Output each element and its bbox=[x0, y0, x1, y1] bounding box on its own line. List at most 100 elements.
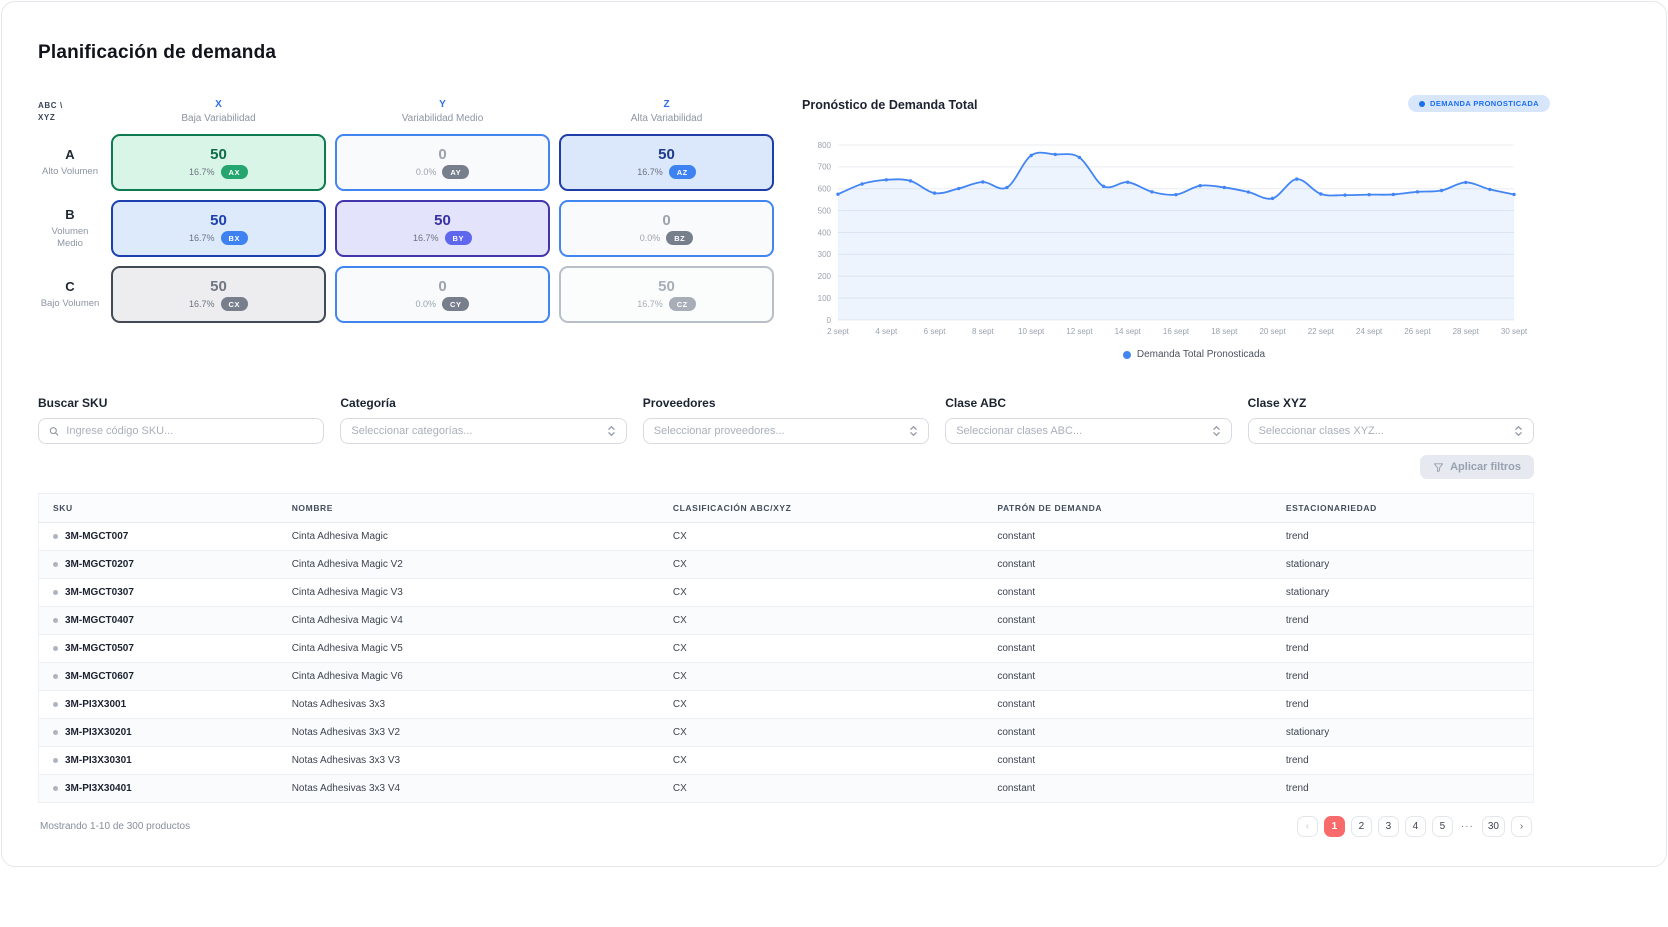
svg-text:700: 700 bbox=[818, 163, 832, 172]
cell-percent: 0.0% bbox=[415, 299, 437, 309]
search-icon bbox=[49, 426, 59, 436]
proveedores-select[interactable]: Seleccionar proveedores... bbox=[642, 418, 930, 444]
svg-text:14 sept: 14 sept bbox=[1115, 327, 1142, 336]
table-row[interactable]: 3M-MGCT007 Cinta Adhesiva Magic CX constan… bbox=[38, 522, 1534, 551]
matrix-cell-cx[interactable]: 50 16.7% CX bbox=[111, 266, 326, 323]
abc-xyz-matrix: ABC \ XYZ X Baja Variabilidad Y Variabil… bbox=[38, 98, 774, 360]
table-row[interactable]: 3M-MGCT0407 Cinta Adhesiva Magic V4 CX con… bbox=[38, 606, 1534, 635]
forecast-legend-badge[interactable]: DEMANDA PRONOSTICADA bbox=[1408, 95, 1550, 112]
filter-label: Clase XYZ bbox=[1247, 396, 1307, 410]
svg-text:10 sept: 10 sept bbox=[1018, 327, 1045, 336]
page-button-30[interactable]: 30 bbox=[1481, 816, 1505, 837]
filter-label: Proveedores bbox=[642, 396, 716, 410]
matrix-row-header-a: A Alto Volumen bbox=[42, 146, 98, 177]
cell-code-badge: BY bbox=[444, 231, 472, 245]
apply-filters-button[interactable]: Aplicar filtros bbox=[1420, 455, 1534, 479]
table-row[interactable]: 3M-MGCT0307 Cinta Adhesiva Magic V3 CX con… bbox=[38, 578, 1534, 607]
cell-code-badge: CY bbox=[442, 297, 470, 311]
clase-xyz-select[interactable]: Seleccionar clases XYZ... bbox=[1247, 418, 1534, 444]
table-row[interactable]: 3M-MGCT0507 Cinta Adhesiva Magic V5 CX con… bbox=[38, 634, 1534, 663]
page-button-3[interactable]: 3 bbox=[1377, 816, 1399, 837]
cell-count: 50 bbox=[434, 212, 451, 229]
cell-count: 50 bbox=[210, 212, 227, 229]
svg-text:200: 200 bbox=[818, 272, 832, 281]
cell-count: 0 bbox=[438, 278, 447, 295]
cell-percent: 16.7% bbox=[637, 167, 663, 177]
chart-title: Pronóstico de Demanda Total bbox=[802, 98, 978, 112]
svg-text:16 sept: 16 sept bbox=[1163, 327, 1190, 336]
col-header-sku: SKU bbox=[38, 493, 278, 523]
chevron-up-down-icon bbox=[910, 425, 917, 437]
page-button-2[interactable]: 2 bbox=[1350, 816, 1372, 837]
row-status-dot bbox=[53, 534, 58, 539]
table-row[interactable]: 3M-MGCT0207 Cinta Adhesiva Magic V2 CX con… bbox=[38, 550, 1534, 579]
page-button-5[interactable]: 5 bbox=[1431, 816, 1453, 837]
matrix-cell-cz[interactable]: 50 16.7% CZ bbox=[559, 266, 774, 323]
prev-page-button[interactable]: ‹ bbox=[1296, 816, 1318, 837]
filter-clase-abc: Clase ABC Seleccionar clases ABC... bbox=[945, 396, 1232, 444]
cell-percent: 16.7% bbox=[189, 233, 215, 243]
table-row[interactable]: 3M-PI3X30401 Notas Adhesivas 3x3 V4 CX con… bbox=[38, 774, 1534, 803]
page-button-4[interactable]: 4 bbox=[1404, 816, 1426, 837]
legend-dot-icon bbox=[1419, 100, 1426, 107]
filter-funnel-icon bbox=[1434, 462, 1444, 472]
row-status-dot bbox=[53, 590, 58, 595]
svg-text:400: 400 bbox=[818, 228, 832, 237]
svg-text:2 sept: 2 sept bbox=[827, 327, 850, 336]
page-button-1[interactable]: 1 bbox=[1323, 816, 1345, 837]
clase-abc-select[interactable]: Seleccionar clases ABC... bbox=[945, 418, 1232, 444]
svg-text:100: 100 bbox=[818, 294, 832, 303]
products-table: SKU NOMBRE CLASIFICACIÓN ABC/XYZ PATRÓN … bbox=[38, 493, 1534, 803]
svg-text:0: 0 bbox=[827, 316, 832, 325]
matrix-cell-bx[interactable]: 50 16.7% BX bbox=[111, 200, 326, 257]
table-row[interactable]: 3M-MGCT0607 Cinta Adhesiva Magic V6 CX con… bbox=[38, 662, 1534, 691]
svg-text:600: 600 bbox=[818, 185, 832, 194]
cell-count: 50 bbox=[658, 146, 675, 163]
svg-text:800: 800 bbox=[818, 141, 832, 150]
cell-percent: 0.0% bbox=[639, 233, 661, 243]
filter-buscar-sku: Buscar SKU bbox=[38, 396, 325, 444]
table-header-row: SKU NOMBRE CLASIFICACIÓN ABC/XYZ PATRÓN … bbox=[38, 493, 1534, 523]
cell-percent: 0.0% bbox=[415, 167, 437, 177]
cell-count: 50 bbox=[210, 278, 227, 295]
sku-search-input[interactable] bbox=[66, 425, 314, 437]
categoria-select[interactable]: Seleccionar categorías... bbox=[340, 418, 627, 444]
svg-text:22 sept: 22 sept bbox=[1308, 327, 1335, 336]
chevron-up-down-icon bbox=[608, 425, 615, 437]
col-header-nombre: NOMBRE bbox=[277, 493, 659, 523]
table-row[interactable]: 3M-PI3X30201 Notas Adhesivas 3x3 V2 CX con… bbox=[38, 718, 1534, 747]
matrix-cell-cy[interactable]: 0 0.0% CY bbox=[335, 266, 550, 323]
results-summary: Mostrando 1-10 de 300 productos bbox=[40, 821, 191, 832]
pagination: ‹ 1 2 3 4 5 ··· 30 › bbox=[1296, 816, 1532, 837]
chart-legend[interactable]: Demanda Total Pronosticada bbox=[838, 349, 1550, 360]
svg-text:12 sept: 12 sept bbox=[1066, 327, 1093, 336]
row-status-dot bbox=[53, 730, 58, 735]
cell-percent: 16.7% bbox=[189, 167, 215, 177]
filter-label: Clase ABC bbox=[945, 396, 1007, 410]
filter-clase-xyz: Clase XYZ Seleccionar clases XYZ... bbox=[1247, 396, 1534, 444]
col-header-patron: PATRÓN DE DEMANDA bbox=[983, 493, 1272, 523]
svg-text:500: 500 bbox=[818, 206, 832, 215]
cell-code-badge: AX bbox=[220, 165, 248, 179]
svg-text:18 sept: 18 sept bbox=[1211, 327, 1238, 336]
pagination-ellipsis: ··· bbox=[1460, 821, 1474, 832]
row-status-dot bbox=[53, 786, 58, 791]
svg-text:6 sept: 6 sept bbox=[924, 327, 947, 336]
top-section: ABC \ XYZ X Baja Variabilidad Y Variabil… bbox=[38, 95, 1630, 360]
matrix-cell-ay[interactable]: 0 0.0% AY bbox=[335, 134, 550, 191]
matrix-cell-by[interactable]: 50 16.7% BY bbox=[335, 200, 550, 257]
matrix-cell-ax[interactable]: 50 16.7% AX bbox=[111, 134, 326, 191]
matrix-row-header-c: C Bajo Volumen bbox=[40, 278, 100, 309]
filter-categoria: Categoría Seleccionar categorías... bbox=[340, 396, 627, 444]
matrix-cell-az[interactable]: 50 16.7% AZ bbox=[559, 134, 774, 191]
dashboard-card: Planificación de demanda ABC \ XYZ X Baj… bbox=[1, 1, 1667, 867]
matrix-col-header-z: Z Alta Variabilidad bbox=[630, 99, 703, 124]
matrix-col-header-x: X Baja Variabilidad bbox=[181, 99, 256, 124]
matrix-col-header-y: Y Variabilidad Medio bbox=[401, 99, 484, 124]
next-page-button[interactable]: › bbox=[1511, 816, 1532, 837]
table-row[interactable]: 3M-PI3X3001 Notas Adhesivas 3x3 CX constan… bbox=[38, 690, 1534, 719]
table-row[interactable]: 3M-PI3X30301 Notas Adhesivas 3x3 V3 CX con… bbox=[38, 746, 1534, 775]
filter-label: Categoría bbox=[340, 396, 396, 410]
matrix-cell-bz[interactable]: 0 0.0% BZ bbox=[559, 200, 774, 257]
cell-code-badge: AY bbox=[442, 165, 470, 179]
